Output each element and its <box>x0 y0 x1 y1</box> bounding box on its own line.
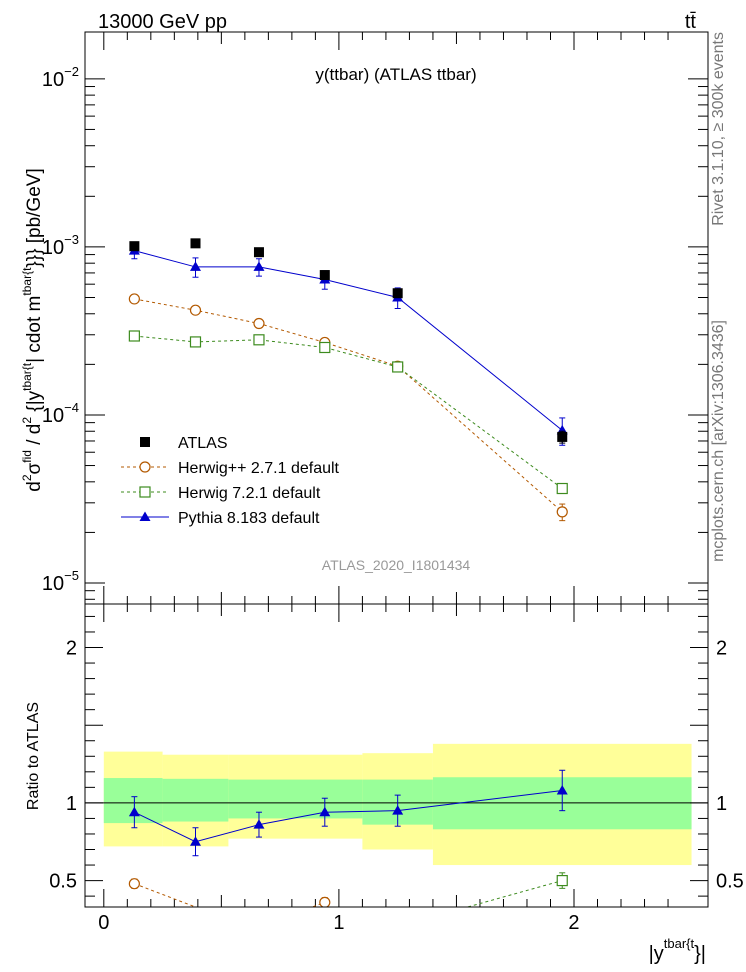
series-herwig-7-2-1-default <box>128 330 568 495</box>
legend-marker-herwigpp <box>139 461 151 473</box>
process-label: tt̄ <box>685 11 697 33</box>
main-series-layer <box>128 238 568 522</box>
legend-label-atlas: ATLAS <box>178 435 228 452</box>
data-point <box>319 270 330 281</box>
data-point <box>129 241 140 252</box>
x-tick-label: 1 <box>333 912 344 934</box>
x-axis-label: |ytbar{t}| <box>649 936 706 965</box>
legend: ATLAS Herwig++ 2.7.1 default Herwig 7.2.… <box>121 435 340 527</box>
ratio-plot-frame <box>84 603 709 908</box>
data-point <box>253 317 265 330</box>
series-atlas <box>129 238 568 444</box>
main-y-axis-label: d2σfid / d2 {|ytbar{t| cdot mtbar{t}}} [… <box>20 168 45 491</box>
energy-label: 13000 GeV pp <box>98 11 227 33</box>
ratio-series-line <box>134 883 325 907</box>
ratio-data-point <box>556 874 568 887</box>
main-y-tick-label: 10−4 <box>42 400 79 427</box>
data-point <box>190 238 201 249</box>
legend-label-herwig7: Herwig 7.2.1 default <box>178 485 321 502</box>
data-point <box>253 334 265 346</box>
uncertainty-band-green <box>228 779 363 819</box>
series-line <box>134 298 563 513</box>
plot-title: y(ttbar) (ATLAS ttbar) <box>315 65 476 84</box>
data-point <box>392 361 404 373</box>
data-point <box>556 506 568 518</box>
ratio-data-point <box>392 805 404 815</box>
ratio-axis-ticks: 0.5 0.5 1 1 2 2 0 1 2 <box>49 604 744 934</box>
legend-entry-pythia: Pythia 8.183 default <box>121 510 320 527</box>
mcplots-source-label: mcplots.cern.ch [arXiv:1306.3436] <box>710 320 727 562</box>
series-line <box>134 250 563 431</box>
data-point <box>319 341 331 354</box>
ratio-series-line <box>465 880 563 907</box>
ratio-y-tick-label: 1 <box>66 793 77 815</box>
ratio-panel: 0.5 0.5 1 1 2 2 0 1 2 Ratio to ATLAS |ytbar{t}| <box>25 603 744 965</box>
data-point <box>189 261 201 271</box>
data-point <box>556 482 568 495</box>
main-y-tick-label: 10−3 <box>42 232 79 259</box>
main-panel: 10−510−410−310−2 y(ttbar) (ATLAS ttbar) … <box>20 31 709 605</box>
legend-marker-herwig7 <box>139 486 151 498</box>
ratio-y-tick-label-right: 2 <box>716 638 727 660</box>
data-point <box>128 293 140 305</box>
legend-label-herwigpp: Herwig++ 2.7.1 default <box>178 460 340 477</box>
x-tick-label: 2 <box>568 912 579 934</box>
main-y-tick-label: 10−2 <box>42 64 79 91</box>
ratio-series-line <box>134 789 563 843</box>
rivet-version-label: Rivet 3.1.10, ≥ 300k events <box>710 32 727 226</box>
legend-entry-herwig7: Herwig 7.2.1 default <box>121 485 321 502</box>
analysis-id-label: ATLAS_2020_I1801434 <box>322 557 471 573</box>
legend-label-pythia: Pythia 8.183 default <box>178 510 320 527</box>
ratio-series-herwig-7-2-1-default <box>465 872 568 907</box>
ratio-data-point <box>128 806 140 817</box>
ratio-y-tick-label-right: 1 <box>716 793 727 815</box>
data-point <box>253 247 264 258</box>
main-y-tick-label: 10−5 <box>42 568 79 595</box>
legend-entry-atlas: ATLAS <box>140 435 228 452</box>
legend-marker-atlas <box>140 437 150 447</box>
uncertainty-band-green <box>162 778 229 822</box>
data-point <box>392 288 403 299</box>
ratio-y-tick-label-right: 0.5 <box>716 871 744 893</box>
uncertainty-band-green <box>103 778 163 824</box>
ratio-data-point <box>128 878 140 890</box>
data-point <box>189 336 202 348</box>
ratio-series-layer <box>128 769 568 907</box>
ratio-series-herwig-2-7-1-default <box>128 878 331 907</box>
ratio-uncertainty-bands <box>85 743 708 866</box>
ratio-data-point <box>556 784 568 795</box>
legend-marker-pythia <box>139 511 151 521</box>
ratio-y-axis-label: Ratio to ATLAS <box>25 702 42 810</box>
data-point <box>128 330 140 342</box>
ratio-data-point <box>319 806 331 817</box>
ratio-y-tick-label: 2 <box>66 638 77 660</box>
legend-entry-herwigpp: Herwig++ 2.7.1 default <box>121 460 340 477</box>
ratio-y-tick-label: 0.5 <box>49 871 77 893</box>
ratio-data-point <box>253 819 265 829</box>
x-tick-label: 0 <box>98 912 109 934</box>
series-line <box>134 335 563 489</box>
ratio-data-point <box>319 896 331 907</box>
data-point <box>557 431 568 442</box>
data-point <box>253 261 265 271</box>
svg-text:d2σfid / d2 {|ytbar{t| cdot mt: d2σfid / d2 {|ytbar{t| cdot mtbar{t}}} [… <box>20 168 45 491</box>
main-axis-ticks: 10−5 10−4 10−3 10−2 <box>42 32 708 604</box>
ratio-data-point <box>189 836 201 846</box>
ratio-series-pythia-8-183-default <box>128 769 568 857</box>
data-point <box>189 304 202 316</box>
